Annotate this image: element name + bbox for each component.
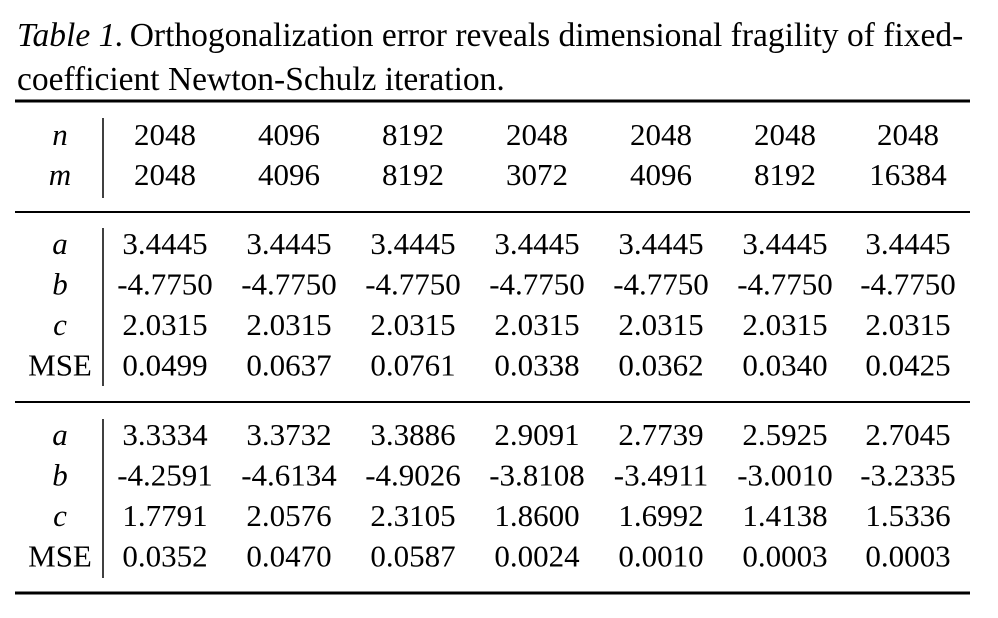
caption-text: Orthogonalization error reveals dimensio… <box>17 17 964 98</box>
cell: 1.7791 <box>122 498 207 533</box>
cell: 2.0576 <box>246 498 331 533</box>
row-label: m <box>49 157 71 192</box>
cell: 3.3334 <box>122 417 208 452</box>
cell: -4.7750 <box>489 267 585 302</box>
cell: 0.0499 <box>122 348 207 383</box>
cell: -4.9026 <box>365 458 461 493</box>
cell: 0.0340 <box>742 348 827 383</box>
cell: -4.7750 <box>117 267 213 302</box>
cell: 8192 <box>382 157 444 192</box>
cell: 0.0637 <box>246 348 331 383</box>
cell: 0.0761 <box>370 348 455 383</box>
cell: 2.0315 <box>742 307 827 342</box>
cell: 2048 <box>506 117 568 152</box>
cell: 4096 <box>258 157 320 192</box>
cell: -4.7750 <box>860 267 956 302</box>
cell: 1.6992 <box>618 498 703 533</box>
cell: 3.4445 <box>494 226 579 261</box>
cell: 2.9091 <box>494 417 579 452</box>
cell: 2048 <box>877 117 939 152</box>
cell: 3.4445 <box>246 226 331 261</box>
cell: -4.7750 <box>365 267 461 302</box>
cell: 2.3105 <box>370 498 455 533</box>
cell: 3.4445 <box>618 226 703 261</box>
cell: 2.0315 <box>494 307 579 342</box>
cell: -4.7750 <box>613 267 709 302</box>
cell: 16384 <box>869 157 947 192</box>
cell: 0.0010 <box>618 539 703 574</box>
caption-label: Table 1. <box>17 17 124 54</box>
cell: 8192 <box>382 117 444 152</box>
row-label: n <box>52 117 68 152</box>
row-label: MSE <box>28 539 92 574</box>
cell: 2.0315 <box>246 307 331 342</box>
cell: 1.8600 <box>494 498 579 533</box>
cell: -3.0010 <box>737 458 833 493</box>
cell: 8192 <box>754 157 816 192</box>
cell: 3.4445 <box>122 226 207 261</box>
cell: 0.0352 <box>122 539 207 574</box>
cell: -4.7750 <box>241 267 337 302</box>
cell: 2.5925 <box>742 417 827 452</box>
cell: 3.4445 <box>370 226 455 261</box>
cell: 1.5336 <box>865 498 950 533</box>
cell: -4.7750 <box>737 267 833 302</box>
cell: 3.4445 <box>742 226 827 261</box>
row-label: a <box>52 226 68 261</box>
cell: 3.4445 <box>865 226 950 261</box>
row-label: MSE <box>28 348 92 383</box>
row-label: b <box>52 267 68 302</box>
cell: 3.3886 <box>370 417 455 452</box>
cell: 4096 <box>258 117 320 152</box>
cell: 4096 <box>630 157 692 192</box>
cell: 0.0003 <box>865 539 950 574</box>
cell: 0.0003 <box>742 539 827 574</box>
row-label: c <box>53 498 67 533</box>
cell: 1.4138 <box>742 498 827 533</box>
row-label: b <box>52 458 68 493</box>
cell: -3.2335 <box>860 458 956 493</box>
cell: 2.0315 <box>865 307 950 342</box>
cell: 2048 <box>630 117 692 152</box>
cell: 3072 <box>506 157 568 192</box>
cell: 0.0587 <box>370 539 455 574</box>
cell: -3.8108 <box>489 458 585 493</box>
cell: 0.0024 <box>494 539 580 574</box>
cell: -4.2591 <box>117 458 213 493</box>
cell: 2048 <box>134 117 196 152</box>
cell: 2.0315 <box>122 307 207 342</box>
row-label: a <box>52 417 68 452</box>
cell: 2.7045 <box>865 417 950 452</box>
cell: -3.4911 <box>614 458 708 493</box>
cell: 2.0315 <box>370 307 455 342</box>
cell: 2.0315 <box>618 307 703 342</box>
cell: 0.0470 <box>246 539 331 574</box>
cell: 2048 <box>134 157 196 192</box>
cell: 2.7739 <box>618 417 703 452</box>
cell: 3.3732 <box>246 417 331 452</box>
caption: Table 1. Orthogonalization error reveals … <box>17 14 982 102</box>
row-label: c <box>53 307 67 342</box>
cell: 0.0425 <box>865 348 950 383</box>
cell: 2048 <box>754 117 816 152</box>
cell: 0.0338 <box>494 348 579 383</box>
cell: -4.6134 <box>241 458 337 493</box>
cell: 0.0362 <box>618 348 703 383</box>
